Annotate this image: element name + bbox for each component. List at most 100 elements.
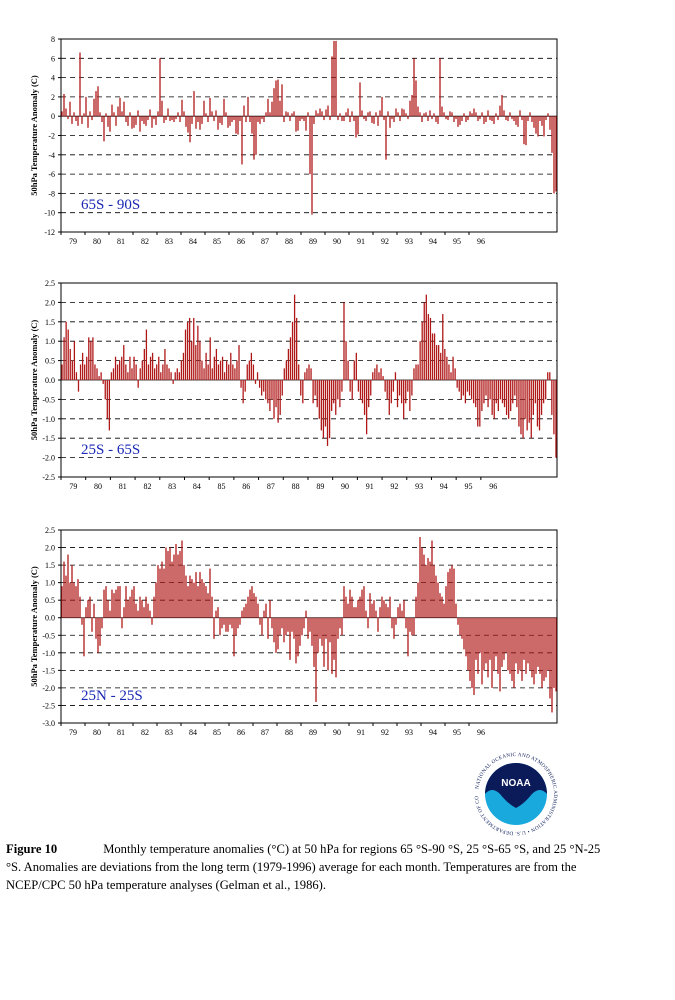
y-axis-label: 50hPa Temperature Anomaly (C)	[29, 75, 39, 196]
x-tick-label: 83	[165, 237, 173, 246]
x-tick-label: 89	[309, 728, 317, 737]
x-tick-label: 86	[237, 728, 245, 737]
y-tick-label: 4	[51, 74, 55, 83]
plot-frame	[60, 529, 558, 724]
x-tick-label: 88	[292, 482, 300, 491]
x-tick-label: 81	[117, 237, 125, 246]
x-tick-label: 90	[333, 728, 341, 737]
y-tick-label: 0.0	[45, 376, 55, 385]
y-tick-label: 8	[51, 35, 55, 44]
y-tick-label: 1.0	[45, 579, 55, 588]
y-tick-label: -1.5	[42, 666, 55, 675]
y-tick-label: 2.0	[45, 298, 55, 307]
x-tick-label: 95	[465, 482, 473, 491]
x-tick-label: 85	[213, 237, 221, 246]
x-tick-label: 84	[193, 482, 201, 491]
y-tick-label: 0	[51, 112, 55, 121]
x-tick-label: 89	[309, 237, 317, 246]
x-tick-label: 87	[267, 482, 275, 491]
x-tick-label: 84	[189, 728, 197, 737]
x-tick-label: 80	[94, 482, 102, 491]
x-tick-label: 94	[429, 237, 437, 246]
x-tick-label: 85	[213, 728, 221, 737]
x-tick-label: 89	[316, 482, 324, 491]
y-tick-label: -1.5	[42, 434, 55, 443]
y-tick-label: -12	[44, 228, 55, 237]
x-tick-label: 88	[285, 237, 293, 246]
y-tick-label: -2.5	[42, 473, 55, 482]
y-tick-label: 1.5	[45, 561, 55, 570]
x-tick-label: 81	[119, 482, 127, 491]
y-tick-label: -0.5	[42, 395, 55, 404]
figure-label: Figure 10	[6, 842, 58, 856]
x-tick-label: 80	[93, 728, 101, 737]
x-tick-label: 88	[285, 728, 293, 737]
y-tick-label: 0.0	[45, 614, 55, 623]
x-tick-label: 96	[477, 728, 485, 737]
y-tick-label: -10	[44, 209, 55, 218]
x-tick-label: 86	[237, 237, 245, 246]
x-tick-label: 83	[168, 482, 176, 491]
x-tick-label: 79	[69, 237, 77, 246]
y-tick-label: -6	[48, 170, 55, 179]
x-tick-label: 79	[69, 482, 77, 491]
y-tick-label: -0.5	[42, 631, 55, 640]
y-tick-label: -1.0	[42, 649, 55, 658]
x-tick-label: 85	[218, 482, 226, 491]
x-tick-label: 93	[415, 482, 423, 491]
figure-caption: Figure 10 Monthly temperature anomalies (…	[6, 840, 606, 894]
x-tick-label: 83	[165, 728, 173, 737]
y-axis-label: 50hPa Temperature Anomaly (C)	[29, 566, 39, 687]
x-tick-label: 96	[489, 482, 497, 491]
x-tick-label: 90	[333, 237, 341, 246]
x-tick-label: 82	[141, 728, 149, 737]
y-tick-label: -2.0	[42, 684, 55, 693]
x-tick-label: 92	[390, 482, 398, 491]
x-tick-label: 93	[405, 728, 413, 737]
y-tick-label: -2.5	[42, 701, 55, 710]
y-tick-label: 2.5	[45, 279, 55, 288]
x-tick-label: 94	[429, 728, 437, 737]
x-tick-label: 96	[477, 237, 485, 246]
caption-text: Monthly temperature anomalies (°C) at 50…	[6, 842, 601, 892]
x-tick-label: 82	[143, 482, 151, 491]
x-tick-label: 79	[69, 728, 77, 737]
x-tick-label: 87	[261, 237, 269, 246]
x-tick-label: 94	[440, 482, 448, 491]
noaa-bird-icon	[485, 763, 547, 808]
y-tick-label: -1.0	[42, 415, 55, 424]
y-tick-label: 0.5	[45, 596, 55, 605]
x-tick-label: 90	[341, 482, 349, 491]
y-tick-label: 2	[51, 93, 55, 102]
region-label: 25S - 65S	[81, 442, 140, 458]
x-tick-label: 95	[453, 237, 461, 246]
y-tick-label: -2.0	[42, 454, 55, 463]
x-tick-label: 81	[117, 728, 125, 737]
y-tick-label: 2.5	[45, 526, 55, 535]
y-tick-label: 1.0	[45, 337, 55, 346]
x-tick-label: 92	[381, 728, 389, 737]
y-tick-label: 2.0	[45, 544, 55, 553]
y-tick-label: 0.5	[45, 357, 55, 366]
noaa-logo-text: NOAA	[501, 778, 530, 789]
x-tick-label: 92	[381, 237, 389, 246]
x-tick-label: 87	[261, 728, 269, 737]
region-label: 25N - 25S	[81, 688, 143, 704]
y-axis-label: 50hPa Temperature Anomaly (C)	[29, 320, 39, 441]
x-tick-label: 86	[242, 482, 250, 491]
noaa-logo: NATIONAL OCEANIC AND ATMOSPHERIC ADMINIS…	[470, 748, 560, 838]
y-tick-label: -3.0	[42, 719, 55, 728]
x-tick-label: 84	[189, 237, 197, 246]
x-tick-label: 80	[93, 237, 101, 246]
x-tick-label: 95	[453, 728, 461, 737]
x-tick-label: 82	[141, 237, 149, 246]
x-tick-label: 91	[357, 728, 365, 737]
y-tick-label: -8	[48, 189, 55, 198]
y-tick-label: 1.5	[45, 318, 55, 327]
x-tick-label: 91	[366, 482, 374, 491]
y-tick-label: -4	[48, 151, 55, 160]
y-tick-label: -2	[48, 132, 55, 141]
x-tick-label: 91	[357, 237, 365, 246]
y-tick-label: 6	[51, 54, 55, 63]
